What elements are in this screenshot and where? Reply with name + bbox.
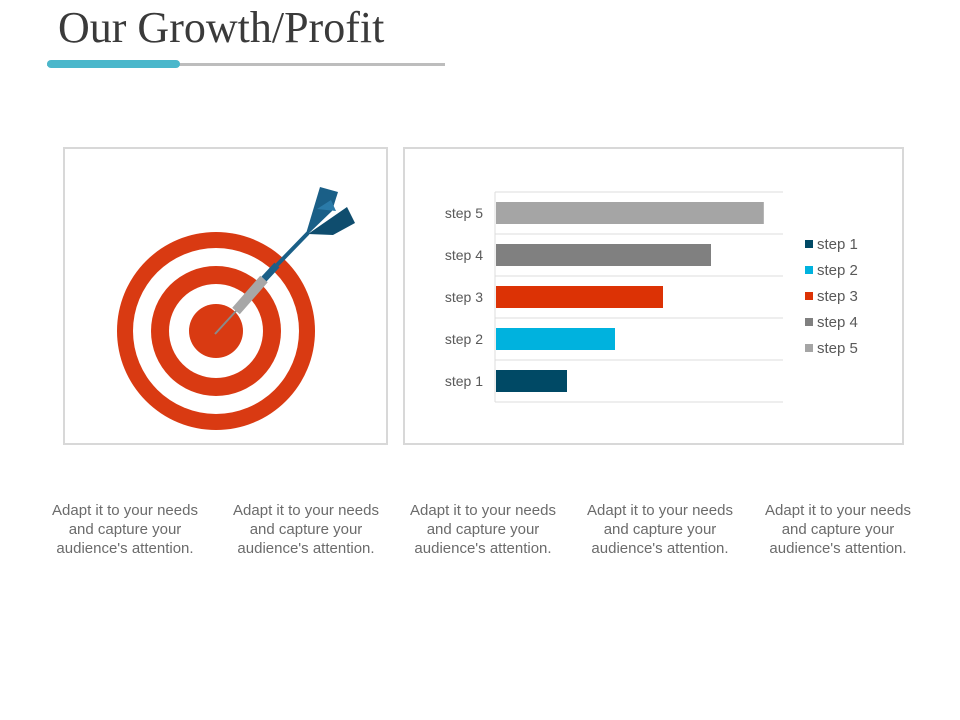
legend-swatch — [805, 240, 813, 248]
dart — [214, 187, 355, 335]
bullseye-target — [117, 232, 315, 430]
legend-swatch — [805, 266, 813, 274]
title-underline — [47, 63, 445, 66]
caption-3: Adapt it to your needs and capture your … — [410, 502, 556, 557]
legend-label: step 5 — [817, 340, 858, 357]
category-label: step 2 — [445, 331, 483, 347]
legend-label: step 2 — [817, 262, 858, 279]
category-label: step 5 — [445, 205, 483, 221]
legend-swatch — [805, 292, 813, 300]
bar-step-5 — [496, 202, 764, 224]
caption-1: Adapt it to your needs and capture your … — [52, 502, 198, 557]
legend-label: step 3 — [817, 288, 858, 305]
caption-2: Adapt it to your needs and capture your … — [233, 502, 379, 557]
title-accent-bar — [47, 60, 180, 68]
chart-panel: step 1 step 2 step 3 step 4 step 5 step 1 step… — [403, 147, 904, 445]
caption-4: Adapt it to your needs and capture your … — [587, 502, 733, 557]
category-label: step 4 — [445, 247, 483, 263]
bar-step-2 — [496, 328, 615, 350]
category-label: step 3 — [445, 289, 483, 305]
bar-step-1 — [496, 370, 567, 392]
bar-step-4 — [496, 244, 711, 266]
target-with-dart-icon — [117, 187, 355, 430]
legend-swatch — [805, 318, 813, 326]
legend-swatch — [805, 344, 813, 352]
legend-label: step 1 — [817, 236, 858, 253]
caption-5: Adapt it to your needs and capture your … — [765, 502, 911, 557]
page-title: Our Growth/Profit — [58, 3, 385, 52]
legend-label: step 4 — [817, 314, 858, 331]
target-panel — [63, 147, 388, 445]
bar-step-3 — [496, 286, 663, 308]
category-label: step 1 — [445, 373, 483, 389]
bar-chart: step 1 step 2 step 3 step 4 step 5 step 1 step… — [445, 191, 858, 403]
